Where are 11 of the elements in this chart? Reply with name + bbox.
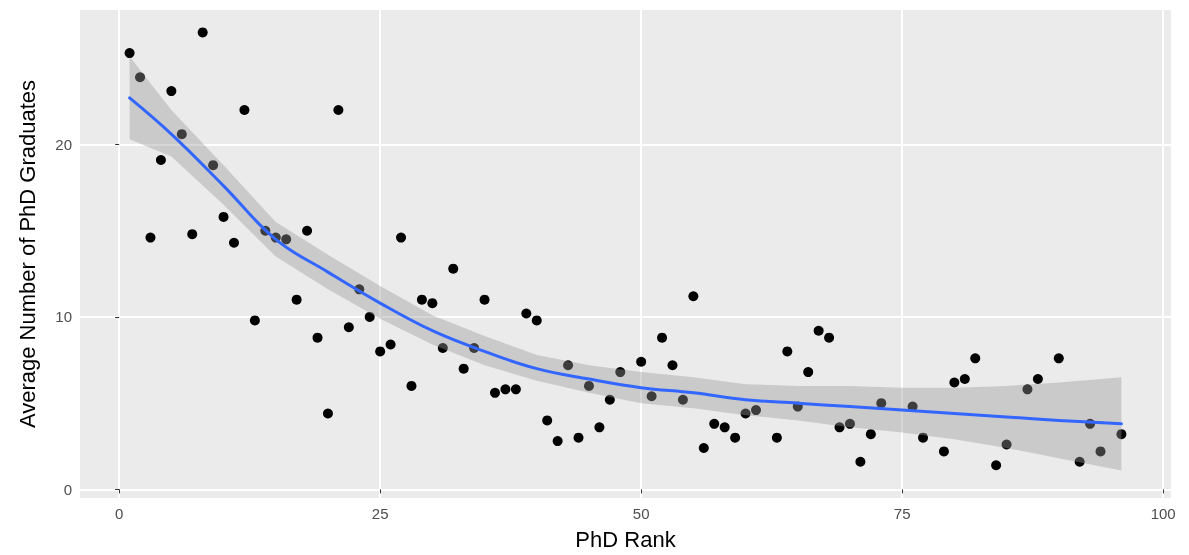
x-tick-label: 75: [893, 505, 911, 522]
x-tick-label: 25: [371, 505, 389, 522]
x-tick-label: 50: [632, 505, 650, 522]
y-axis-title: Average Number of PhD Graduates: [14, 79, 40, 429]
x-axis-title: PhD Rank: [575, 526, 677, 552]
y-tick-label: 10: [55, 308, 72, 326]
line-series: [128, 96, 1123, 426]
x-tick-label: 0: [114, 505, 124, 522]
y-tick-label: 20: [55, 136, 72, 153]
x-tick-label: 100: [1150, 505, 1176, 522]
y-tick-label: 0: [63, 480, 72, 498]
